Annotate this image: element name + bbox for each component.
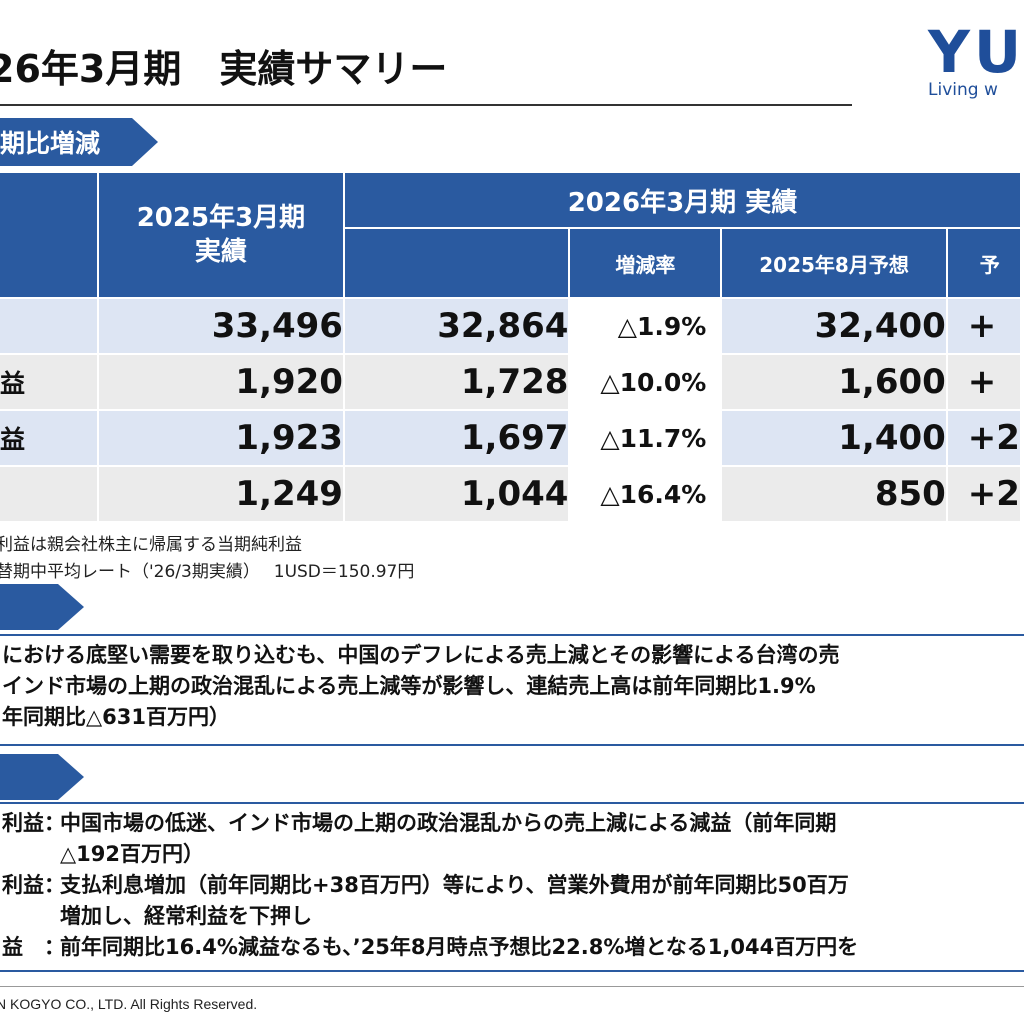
forecast-diff: +2 (945, 465, 1023, 523)
change-rate: △10.0% (568, 353, 723, 411)
company-logo: YU Living w (928, 22, 1024, 100)
header-aug-forecast: 2025年8月予想 (720, 227, 948, 299)
forecast-value: 850 (720, 465, 948, 523)
sales-line: インド市場の上期の政治混乱による売上減等が影響し、連結売上高は前年同期比1.9% (2, 674, 816, 698)
row-label (0, 465, 99, 523)
profit-item-key: 益 ： (2, 935, 65, 959)
section-banner-comparison: 期比増減 (0, 118, 158, 166)
profit-item-continuation: 増加し、経常利益を下押し (60, 904, 312, 928)
table-row: 1,249 1,044 △16.4% 850 +2 (0, 465, 1023, 523)
value-2026: 32,864 (342, 297, 571, 355)
value-2026: 1,697 (342, 409, 571, 467)
header-change-rate: 増減率 (568, 227, 723, 299)
profit-item-continuation: △192百万円） (60, 842, 204, 866)
change-rate: △1.9% (568, 297, 723, 355)
sales-line: 年同期比△631百万円） (2, 705, 230, 729)
value-2025: 1,249 (96, 465, 345, 523)
footnote-net-income: 利益は親会社株主に帰属する当期純利益 (0, 535, 302, 555)
profit-item-text: 中国市場の低迷、インド市場の上期の政治混乱からの売上減による減益（前年同期 (60, 811, 837, 835)
forecast-diff: + (945, 353, 1023, 411)
row-label (0, 297, 99, 355)
profit-item-text: 前年同期比16.4%減益なるも、’25年8月時点予想比22.8%増となる1,04… (60, 935, 859, 959)
value-2025: 33,496 (96, 297, 345, 355)
table-row: 益 1,923 1,697 △11.7% 1,400 +2 (0, 409, 1023, 467)
profit-item: 利益： 中国市場の低迷、インド市場の上期の政治混乱からの売上減による減益（前年同… (2, 808, 1024, 839)
row-label: 益 (0, 353, 99, 411)
table-row: 33,496 32,864 △1.9% 32,400 + (0, 297, 1023, 355)
value-2025: 1,920 (96, 353, 345, 411)
summary-table: 2025年3月期 実績 2026年3月期 実績 増減率 2025年8月予想 予 … (0, 171, 1023, 523)
header-forecast-diff: 予 (945, 227, 1023, 299)
table-row: 益 1,920 1,728 △10.0% 1,600 + (0, 353, 1023, 411)
logo-tagline: Living w (928, 80, 998, 100)
footnote-exchange-rate: 替期中平均レート（'26/3期実績） 1USD＝150.97円 (0, 562, 415, 582)
profit-item: 利益： 支払利息増加（前年同期比+38百万円）等により、営業外費用が前年同期比5… (2, 870, 1024, 901)
profit-summary-box: 利益： 中国市場の低迷、インド市場の上期の政治混乱からの売上減による減益（前年同… (0, 802, 1024, 972)
profit-item-key: 利益： (2, 873, 65, 897)
header-2026-value (342, 227, 571, 299)
footer-divider (0, 986, 1024, 987)
header-2026-actual-group: 2026年3月期 実績 (342, 171, 1023, 229)
row-label: 益 (0, 409, 99, 467)
value-2026: 1,044 (342, 465, 571, 523)
forecast-diff: + (945, 297, 1023, 355)
sales-line: における底堅い需要を取り込むも、中国のデフレによる売上減とその影響による台湾の売 (2, 643, 840, 667)
value-2026: 1,728 (342, 353, 571, 411)
header-2025-actual: 2025年3月期 実績 (96, 171, 345, 299)
sales-summary-box: における底堅い需要を取り込むも、中国のデフレによる売上減とその影響による台湾の売… (0, 634, 1024, 746)
section-banner-profit (0, 754, 84, 800)
section-banner-label: 期比増減 (0, 129, 101, 158)
forecast-value: 1,400 (720, 409, 948, 467)
section-banner-sales (0, 584, 84, 630)
profit-item: 益 ： 前年同期比16.4%減益なるも、’25年8月時点予想比22.8%増となる… (2, 932, 1024, 963)
copyright-notice: N KOGYO CO., LTD. All Rights Reserved. (0, 996, 258, 1012)
header-label-cell (0, 171, 99, 299)
forecast-value: 1,600 (720, 353, 948, 411)
page-title: 26年3月期 実績サマリー (0, 47, 448, 91)
title-divider (0, 104, 852, 106)
logo-mark: YU (928, 18, 1024, 86)
profit-item-text: 支払利息増加（前年同期比+38百万円）等により、営業外費用が前年同期比50百万 (60, 873, 849, 897)
change-rate: △11.7% (568, 409, 723, 467)
forecast-diff: +2 (945, 409, 1023, 467)
value-2025: 1,923 (96, 409, 345, 467)
profit-item-key: 利益： (2, 811, 65, 835)
forecast-value: 32,400 (720, 297, 948, 355)
change-rate: △16.4% (568, 465, 723, 523)
